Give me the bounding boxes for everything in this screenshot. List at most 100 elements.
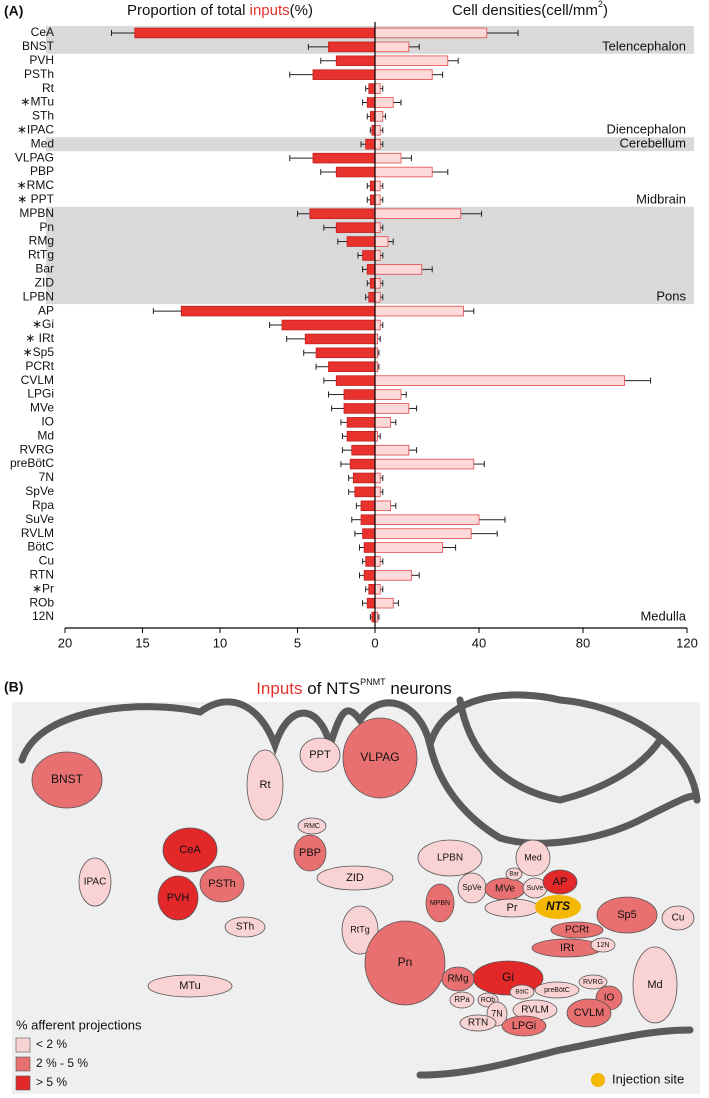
category-label: CVLM [21,373,54,387]
title-part: PNMT [360,677,386,687]
region-label: STh [236,922,254,933]
region-label: Medulla [640,608,686,623]
bar [368,83,376,94]
bar [374,152,402,164]
left-title: Proportion of total inputs(%) [127,2,313,19]
region-label: AP [553,876,568,888]
bar [352,472,376,484]
bar [365,138,376,150]
brain-region [316,865,394,891]
region-label: Sp5 [617,909,637,921]
category-label: PSTh [24,67,54,81]
category-label: preBötC [10,456,54,470]
category-label: RtTg [28,248,54,262]
title-part: 2 [598,0,603,9]
category-label: PVH [29,53,54,67]
bar [374,222,381,233]
region-label: CVLM [574,1007,605,1019]
brain-region [199,865,245,903]
region-label: SuVe [527,885,544,892]
brain-region [661,905,695,931]
x-tick-label: 10 [213,635,227,650]
panel-label: (B) [4,679,23,695]
region-label: Cu [672,913,685,924]
bar [374,55,449,67]
title-part: of NTS [303,679,361,698]
region-label: VLPAG [360,750,399,764]
bar [374,556,381,567]
x-tick-label: 80 [576,635,590,650]
brain-region [31,751,103,809]
brain-region [590,937,616,953]
region-label: RMC [304,823,320,830]
brain-region [441,966,475,992]
brain-region [417,839,483,877]
x-tick-label: 20 [58,635,72,650]
brain-region [509,984,535,1000]
bar [374,389,402,400]
category-label: 7N [39,470,54,484]
bar [374,458,475,470]
category-label: ∗ PPT [17,192,54,206]
category-label: PCRt [25,359,54,373]
bar [363,570,376,581]
bar [368,291,376,303]
region-label: Med [524,852,542,862]
region-label: Cerebellum [620,136,686,151]
bar [134,27,376,39]
category-label: VLPAG [15,150,54,164]
category-label: LPBN [23,289,54,303]
bar [312,69,376,80]
region-label: PPT [309,749,331,761]
diagram-title: Inputs of NTSPNMT neurons [256,677,452,698]
region-label: RtTg [350,924,370,934]
region-label: RVLM [521,1005,549,1016]
brain-region [632,946,678,1024]
category-label: ∗IPAC [17,122,55,136]
bar [369,111,376,122]
panel-b: PPT Rt VLPAG BNST RMC PBP IPAC CeA ZID LPBN Med PVH… [15,717,695,1091]
region-label: Rt [260,779,271,791]
brain-region [425,883,455,923]
region-label: MTu [179,980,201,992]
region-label: RTN [468,1018,488,1029]
title-part: Inputs [256,679,302,698]
bar [374,542,443,553]
bar [335,166,376,178]
region-label: IO [604,993,615,1004]
region-label: LPBN [437,853,463,864]
brain-region [297,817,327,835]
category-label: ∗MTu [20,95,54,109]
region-label: ZID [346,872,364,884]
region-label: NTS [546,899,570,913]
bar [346,236,376,247]
region-label: Pn [398,955,413,969]
brain-region [157,875,199,921]
region-label: RMg [447,974,468,985]
bar [374,180,381,192]
category-label: RMg [29,234,54,248]
region-label: RVRG [583,979,603,986]
bar [349,458,376,470]
bar [362,250,376,261]
bar [374,125,381,136]
bar [328,41,376,53]
region-label: MPBN [430,900,450,907]
bar [374,305,464,317]
legend-label: < 2 % [36,1037,67,1051]
bar [374,291,381,303]
bar [335,375,376,386]
legend-label: 2 % - 5 % [36,1056,88,1070]
bar [369,194,376,206]
region-label: PCRt [565,925,589,936]
bar [374,97,394,108]
x-tick-label: 0 [371,635,378,650]
bar [374,111,384,122]
category-label: Cu [39,554,54,568]
category-label: LPGi [27,387,54,401]
brain-region [449,991,475,1009]
bar [374,375,626,386]
brain-region [246,749,284,821]
bar [374,83,381,94]
